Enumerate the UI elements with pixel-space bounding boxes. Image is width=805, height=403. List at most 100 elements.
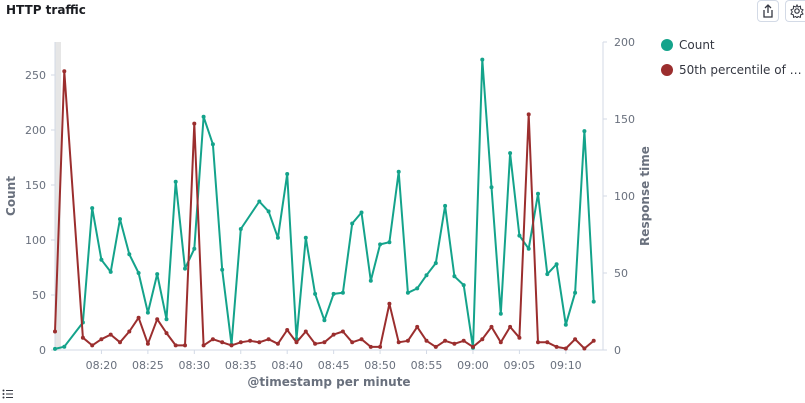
x-tick-label: 09:10 xyxy=(550,359,582,372)
data-point xyxy=(591,299,596,304)
data-point xyxy=(266,209,271,214)
brush-highlight xyxy=(55,42,61,350)
x-tick-label: 08:20 xyxy=(86,359,118,372)
data-point xyxy=(201,343,206,348)
data-point xyxy=(415,324,420,329)
data-point xyxy=(108,269,113,274)
y-right-tick-label: 200 xyxy=(614,36,635,49)
x-tick-label: 08:25 xyxy=(132,359,164,372)
legend-label-percentile: 50th percentile of R... xyxy=(679,63,805,77)
x-tick-label: 08:40 xyxy=(271,359,303,372)
list-icon xyxy=(2,389,13,399)
x-tick-label: 09:00 xyxy=(457,359,489,372)
data-point xyxy=(573,337,578,342)
data-point xyxy=(266,337,271,342)
data-point xyxy=(489,324,494,329)
panel-title: HTTP traffic xyxy=(6,3,86,17)
data-point xyxy=(313,341,318,346)
data-point xyxy=(62,69,67,74)
legend-dot-count xyxy=(661,39,673,51)
data-point xyxy=(136,315,141,320)
y-left-tick-label: 200 xyxy=(25,124,46,137)
x-tick-label: 08:45 xyxy=(318,359,350,372)
series-line-0 xyxy=(54,58,595,350)
data-point xyxy=(433,344,438,349)
x-tick-label: 08:35 xyxy=(225,359,257,372)
data-point xyxy=(359,210,364,215)
data-point xyxy=(285,328,290,332)
data-point xyxy=(461,283,466,288)
data-point xyxy=(563,322,568,327)
data-point xyxy=(136,271,141,275)
data-point xyxy=(183,266,187,271)
data-point xyxy=(118,217,122,222)
legend-item-count[interactable]: Count xyxy=(661,34,805,56)
data-point xyxy=(471,344,475,349)
y-axis-left-title: Count xyxy=(4,176,18,216)
settings-button[interactable] xyxy=(785,0,805,22)
data-point xyxy=(573,290,578,295)
data-point xyxy=(90,206,95,211)
data-point xyxy=(563,346,568,351)
data-point xyxy=(489,185,494,190)
data-point xyxy=(229,343,234,348)
data-point xyxy=(452,274,457,279)
data-point xyxy=(591,338,596,343)
data-point xyxy=(294,340,299,345)
data-point xyxy=(275,235,280,240)
x-tick-label: 08:30 xyxy=(178,359,210,372)
data-point xyxy=(53,346,57,351)
data-point xyxy=(368,344,373,349)
data-point xyxy=(415,286,420,291)
data-point xyxy=(220,267,225,272)
data-point xyxy=(508,324,513,329)
data-point xyxy=(99,337,104,342)
data-point xyxy=(145,341,150,346)
data-point xyxy=(378,242,383,247)
data-point xyxy=(331,332,336,337)
data-point xyxy=(405,290,410,295)
data-point xyxy=(498,340,503,345)
data-point xyxy=(461,338,466,343)
data-point xyxy=(480,337,485,342)
data-point xyxy=(582,129,587,134)
data-point xyxy=(118,340,122,345)
data-point xyxy=(173,179,178,184)
y-right-tick-label: 150 xyxy=(614,113,635,126)
data-point xyxy=(275,341,280,346)
chart-legend: Count 50th percentile of R... xyxy=(661,34,805,84)
share-button[interactable] xyxy=(757,0,779,22)
series-line-1 xyxy=(54,70,595,350)
data-point xyxy=(378,344,383,349)
data-point xyxy=(433,261,438,266)
data-point xyxy=(322,340,327,345)
data-point xyxy=(554,262,559,267)
data-point xyxy=(285,172,290,176)
data-point xyxy=(183,343,187,348)
data-point xyxy=(545,340,550,345)
data-point xyxy=(340,329,345,334)
x-axis-title: @timestamp per minute xyxy=(247,375,410,389)
x-tick-label: 09:05 xyxy=(504,359,536,372)
y-left-tick-label: 50 xyxy=(32,289,46,302)
y-left-tick-label: 100 xyxy=(25,234,46,247)
legend-item-percentile[interactable]: 50th percentile of R... xyxy=(661,59,805,81)
data-point xyxy=(210,337,215,342)
data-point xyxy=(396,340,401,345)
data-point xyxy=(405,338,410,343)
data-point xyxy=(387,301,392,306)
data-point xyxy=(155,272,160,277)
data-point xyxy=(582,346,587,351)
y-right-tick-label: 50 xyxy=(614,267,628,280)
data-point xyxy=(443,338,448,343)
data-point xyxy=(127,329,132,334)
data-point xyxy=(313,291,318,296)
data-point xyxy=(359,337,364,342)
data-point xyxy=(396,169,401,174)
legend-toggle-button[interactable] xyxy=(0,386,16,402)
data-point xyxy=(99,257,104,262)
gear-icon xyxy=(789,4,804,18)
data-point xyxy=(192,121,197,126)
data-point xyxy=(164,317,169,322)
y-right-tick-label: 100 xyxy=(614,190,635,203)
